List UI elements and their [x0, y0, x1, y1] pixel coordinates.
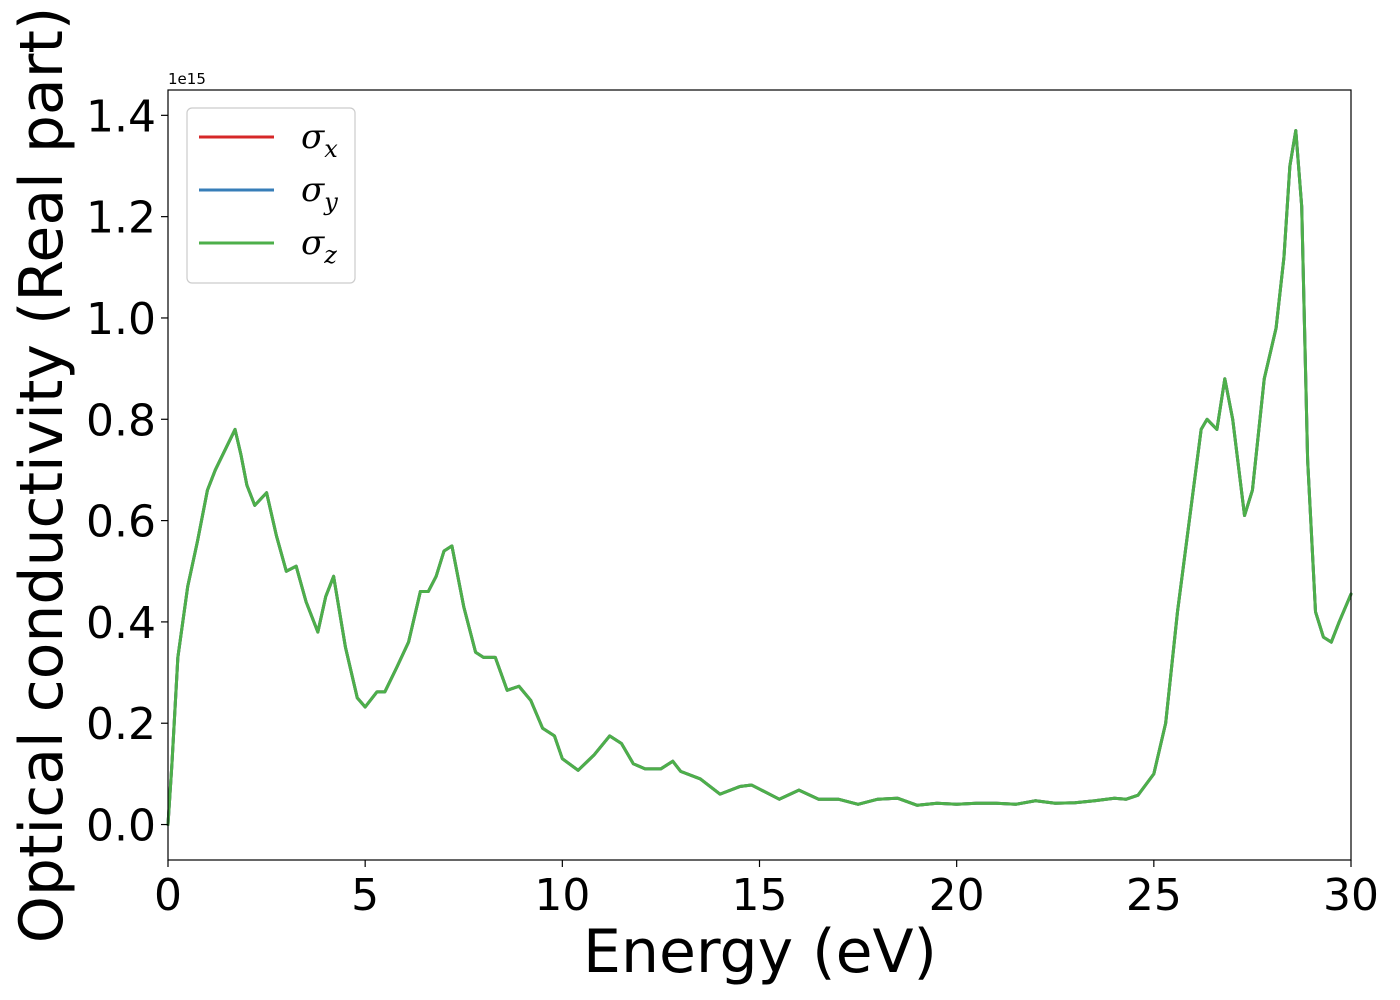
y-tick-label: 0.6	[86, 497, 156, 548]
x-tick-label: 10	[534, 870, 590, 921]
x-tick-label: 20	[929, 870, 985, 921]
y-tick-label: 1.4	[86, 91, 156, 142]
legend: σx σy σz	[186, 107, 356, 284]
x-tick-label: 30	[1323, 870, 1379, 921]
legend-box	[186, 107, 356, 284]
y-axis-label: Optical conductivity (Real part)	[7, 7, 77, 944]
x-tick-label: 0	[154, 870, 182, 921]
y-tick-label: 1.0	[86, 294, 156, 345]
y-tick-label: 0.8	[86, 395, 156, 446]
y-tick-label: 1.2	[86, 193, 156, 244]
x-tick-label: 25	[1126, 870, 1182, 921]
series-line-2	[166, 129, 1353, 827]
x-axis-ticks: 0 5 10 15 20 25 30	[154, 860, 1379, 921]
y-axis-offset-text: 1e15	[168, 70, 206, 88]
legend-label-2: σz	[301, 223, 337, 269]
y-tick-label: 0.2	[86, 699, 156, 750]
legend-label-0: σx	[301, 117, 338, 163]
x-tick-label: 15	[732, 870, 788, 921]
x-tick-label: 5	[351, 870, 379, 921]
y-axis-ticks: 0.0 0.2 0.4 0.6 0.8 1.0 1.2 1.4	[86, 91, 168, 852]
y-tick-label: 0.0	[86, 801, 156, 852]
y-tick-label: 0.4	[86, 598, 156, 649]
x-axis-label: Energy (eV)	[583, 917, 937, 987]
series-layer	[166, 129, 1353, 827]
legend-label-1: σy	[301, 170, 338, 216]
